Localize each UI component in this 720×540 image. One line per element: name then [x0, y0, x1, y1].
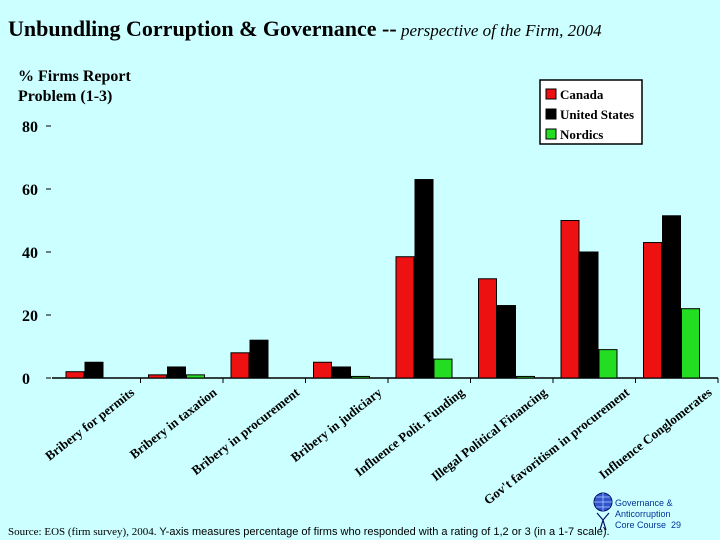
- bar-united-states: [662, 215, 681, 379]
- legend-entry: Nordics: [560, 127, 603, 142]
- bar-nordics: [186, 374, 205, 379]
- legend-entry: United States: [560, 107, 634, 122]
- title-main: Unbundling Corruption & Governance --: [8, 16, 397, 41]
- y-tick-label: 20: [22, 308, 38, 325]
- x-category-label: Bribery for permits: [42, 385, 137, 464]
- bar-canada: [560, 220, 580, 379]
- bar-united-states: [167, 366, 186, 379]
- bar-united-states: [84, 361, 104, 379]
- logo-line-3: Core Course: [615, 520, 667, 530]
- legend-swatch: [545, 128, 557, 140]
- bar-canada: [65, 371, 85, 379]
- x-category-label: Gov't favoritism in procurement: [481, 384, 633, 507]
- logo-line-1: Governance &: [615, 498, 673, 508]
- bar-united-states: [579, 251, 599, 379]
- bar-nordics: [351, 375, 370, 379]
- bar-canada: [478, 278, 497, 379]
- y-axis-label: Problem (1-3): [18, 88, 112, 105]
- course-logo-text: Governance & Anticorruption Core Course …: [615, 498, 681, 531]
- page-number: 29: [671, 520, 682, 530]
- footer-note: Source: EOS (firm survey), 2004. Y-axis …: [8, 526, 610, 538]
- legend-entry: Canada: [560, 87, 604, 102]
- globe-icon: [593, 492, 613, 531]
- y-tick-label: 80: [22, 119, 38, 136]
- y-tick-label: 0: [22, 371, 30, 388]
- bar-canada: [148, 374, 167, 379]
- page-title: Unbundling Corruption & Governance -- pe…: [8, 16, 720, 42]
- bar-united-states: [249, 339, 269, 379]
- bar-united-states: [414, 179, 434, 379]
- logo-line-2: Anticorruption: [615, 509, 671, 519]
- bar-canada: [643, 242, 662, 379]
- bar-nordics: [516, 375, 535, 379]
- bar-united-states: [332, 366, 351, 379]
- bar-canada: [230, 352, 250, 379]
- footer-source: Source: EOS (firm survey), 2004.: [8, 526, 157, 538]
- y-tick-label: 60: [22, 182, 38, 199]
- legend-swatch: [545, 88, 557, 100]
- legend-box: [539, 79, 643, 145]
- bar-canada: [313, 361, 332, 379]
- bar-nordics: [681, 308, 700, 379]
- bar-nordics: [598, 349, 618, 379]
- bar-nordics: [433, 358, 453, 379]
- y-axis-label: % Firms Report: [18, 68, 132, 85]
- footer-text: Y-axis measures percentage of firms who …: [156, 526, 610, 538]
- bar-united-states: [497, 305, 516, 379]
- y-tick-label: 40: [22, 245, 38, 262]
- legend-swatch: [545, 108, 557, 120]
- bar-canada: [395, 256, 415, 379]
- x-category-label: Bribery in taxation: [127, 384, 221, 462]
- title-subtitle: perspective of the Firm, 2004: [396, 21, 602, 40]
